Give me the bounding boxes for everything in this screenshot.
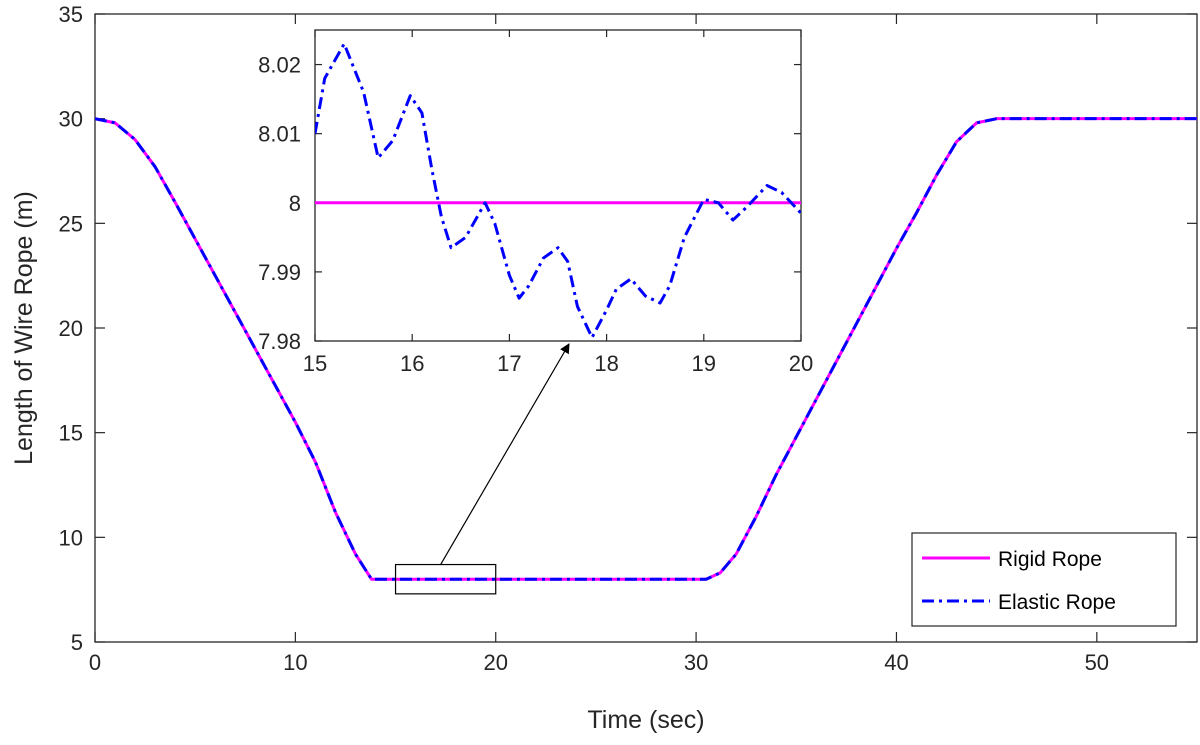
main-series-elastic-rope [95, 117, 1197, 581]
inset-series-elastic-rope [315, 42, 801, 340]
zoom-box [394, 563, 497, 595]
main-tick-labels: 0 10 20 30 40 50 5 10 15 20 25 30 35 [59, 2, 1110, 675]
main-y-tick-label: 5 [71, 630, 83, 655]
main-y-tick-label: 15 [59, 421, 83, 446]
main-x-tick-label: 30 [684, 650, 708, 675]
main-series [95, 117, 1197, 581]
inset-x-tick-label: 20 [789, 351, 813, 376]
legend: Rigid Rope Elastic Rope [911, 532, 1177, 627]
main-y-tick-label: 10 [59, 525, 83, 550]
main-ticks [94, 13, 1197, 643]
x-axis-title: Time (sec) [587, 706, 704, 734]
legend-label-elastic-rope: Elastic Rope [998, 591, 1116, 614]
main-y-tick-label: 20 [59, 316, 83, 341]
inset-x-tick-label: 17 [497, 351, 521, 376]
inset-plot-area [314, 29, 802, 342]
inset-y-tick-label: 7.98 [258, 329, 301, 354]
inset-x-tick-label: 19 [692, 351, 716, 376]
main-x-tick-label: 20 [483, 650, 507, 675]
legend-label-rigid-rope: Rigid Rope [998, 548, 1102, 571]
inset-series [315, 42, 801, 340]
legend-box [911, 532, 1177, 627]
inset-tick-labels: 15 16 17 18 19 20 7.98 7.99 8 8.01 8.02 [258, 53, 813, 376]
inset-y-tick-label: 8.01 [258, 122, 301, 147]
inset-y-tick-label: 8.02 [258, 53, 301, 78]
main-y-tick-label: 35 [59, 2, 83, 27]
inset-x-tick-label: 16 [400, 351, 424, 376]
main-x-tick-label: 10 [283, 650, 307, 675]
main-x-tick-label: 0 [89, 650, 101, 675]
inset-y-tick-label: 8 [289, 191, 301, 216]
y-axis-title: Length of Wire Rope (m) [10, 191, 38, 465]
main-y-tick-label: 25 [59, 211, 83, 236]
main-x-tick-label: 50 [1085, 650, 1109, 675]
inset-x-tick-label: 15 [303, 351, 327, 376]
inset-x-tick-label: 18 [594, 351, 618, 376]
main-y-tick-label: 30 [59, 107, 83, 132]
zoom-arrow [440, 343, 570, 565]
inset-y-tick-label: 7.99 [258, 260, 301, 285]
main-x-tick-label: 40 [884, 650, 908, 675]
